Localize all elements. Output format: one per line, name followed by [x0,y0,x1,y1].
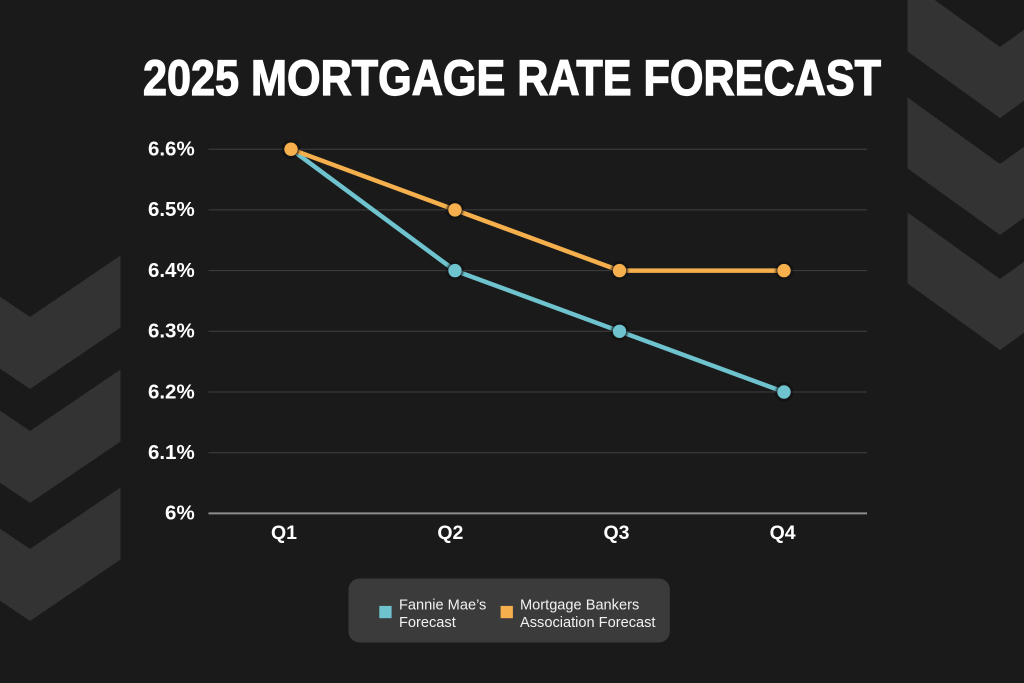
svg-text:Q2: Q2 [437,522,463,544]
svg-text:Fannie Mae’s: Fannie Mae’s [399,598,486,614]
svg-text:Mortgage Bankers: Mortgage Bankers [520,598,639,614]
svg-text:Forecast: Forecast [399,615,456,631]
svg-text:6.6%: 6.6% [148,138,195,161]
svg-text:6.3%: 6.3% [148,320,195,343]
svg-text:2025 MORTGAGE RATE FORECAST: 2025 MORTGAGE RATE FORECAST [143,50,881,106]
svg-text:Q1: Q1 [271,522,297,544]
svg-text:Q4: Q4 [770,522,796,544]
svg-text:Association Forecast: Association Forecast [520,615,655,631]
svg-text:Q3: Q3 [603,522,629,544]
svg-text:6.1%: 6.1% [148,441,195,464]
svg-text:6.2%: 6.2% [148,380,195,403]
svg-text:6.5%: 6.5% [148,198,195,221]
svg-text:6.4%: 6.4% [148,259,195,282]
svg-text:6%: 6% [165,502,195,525]
